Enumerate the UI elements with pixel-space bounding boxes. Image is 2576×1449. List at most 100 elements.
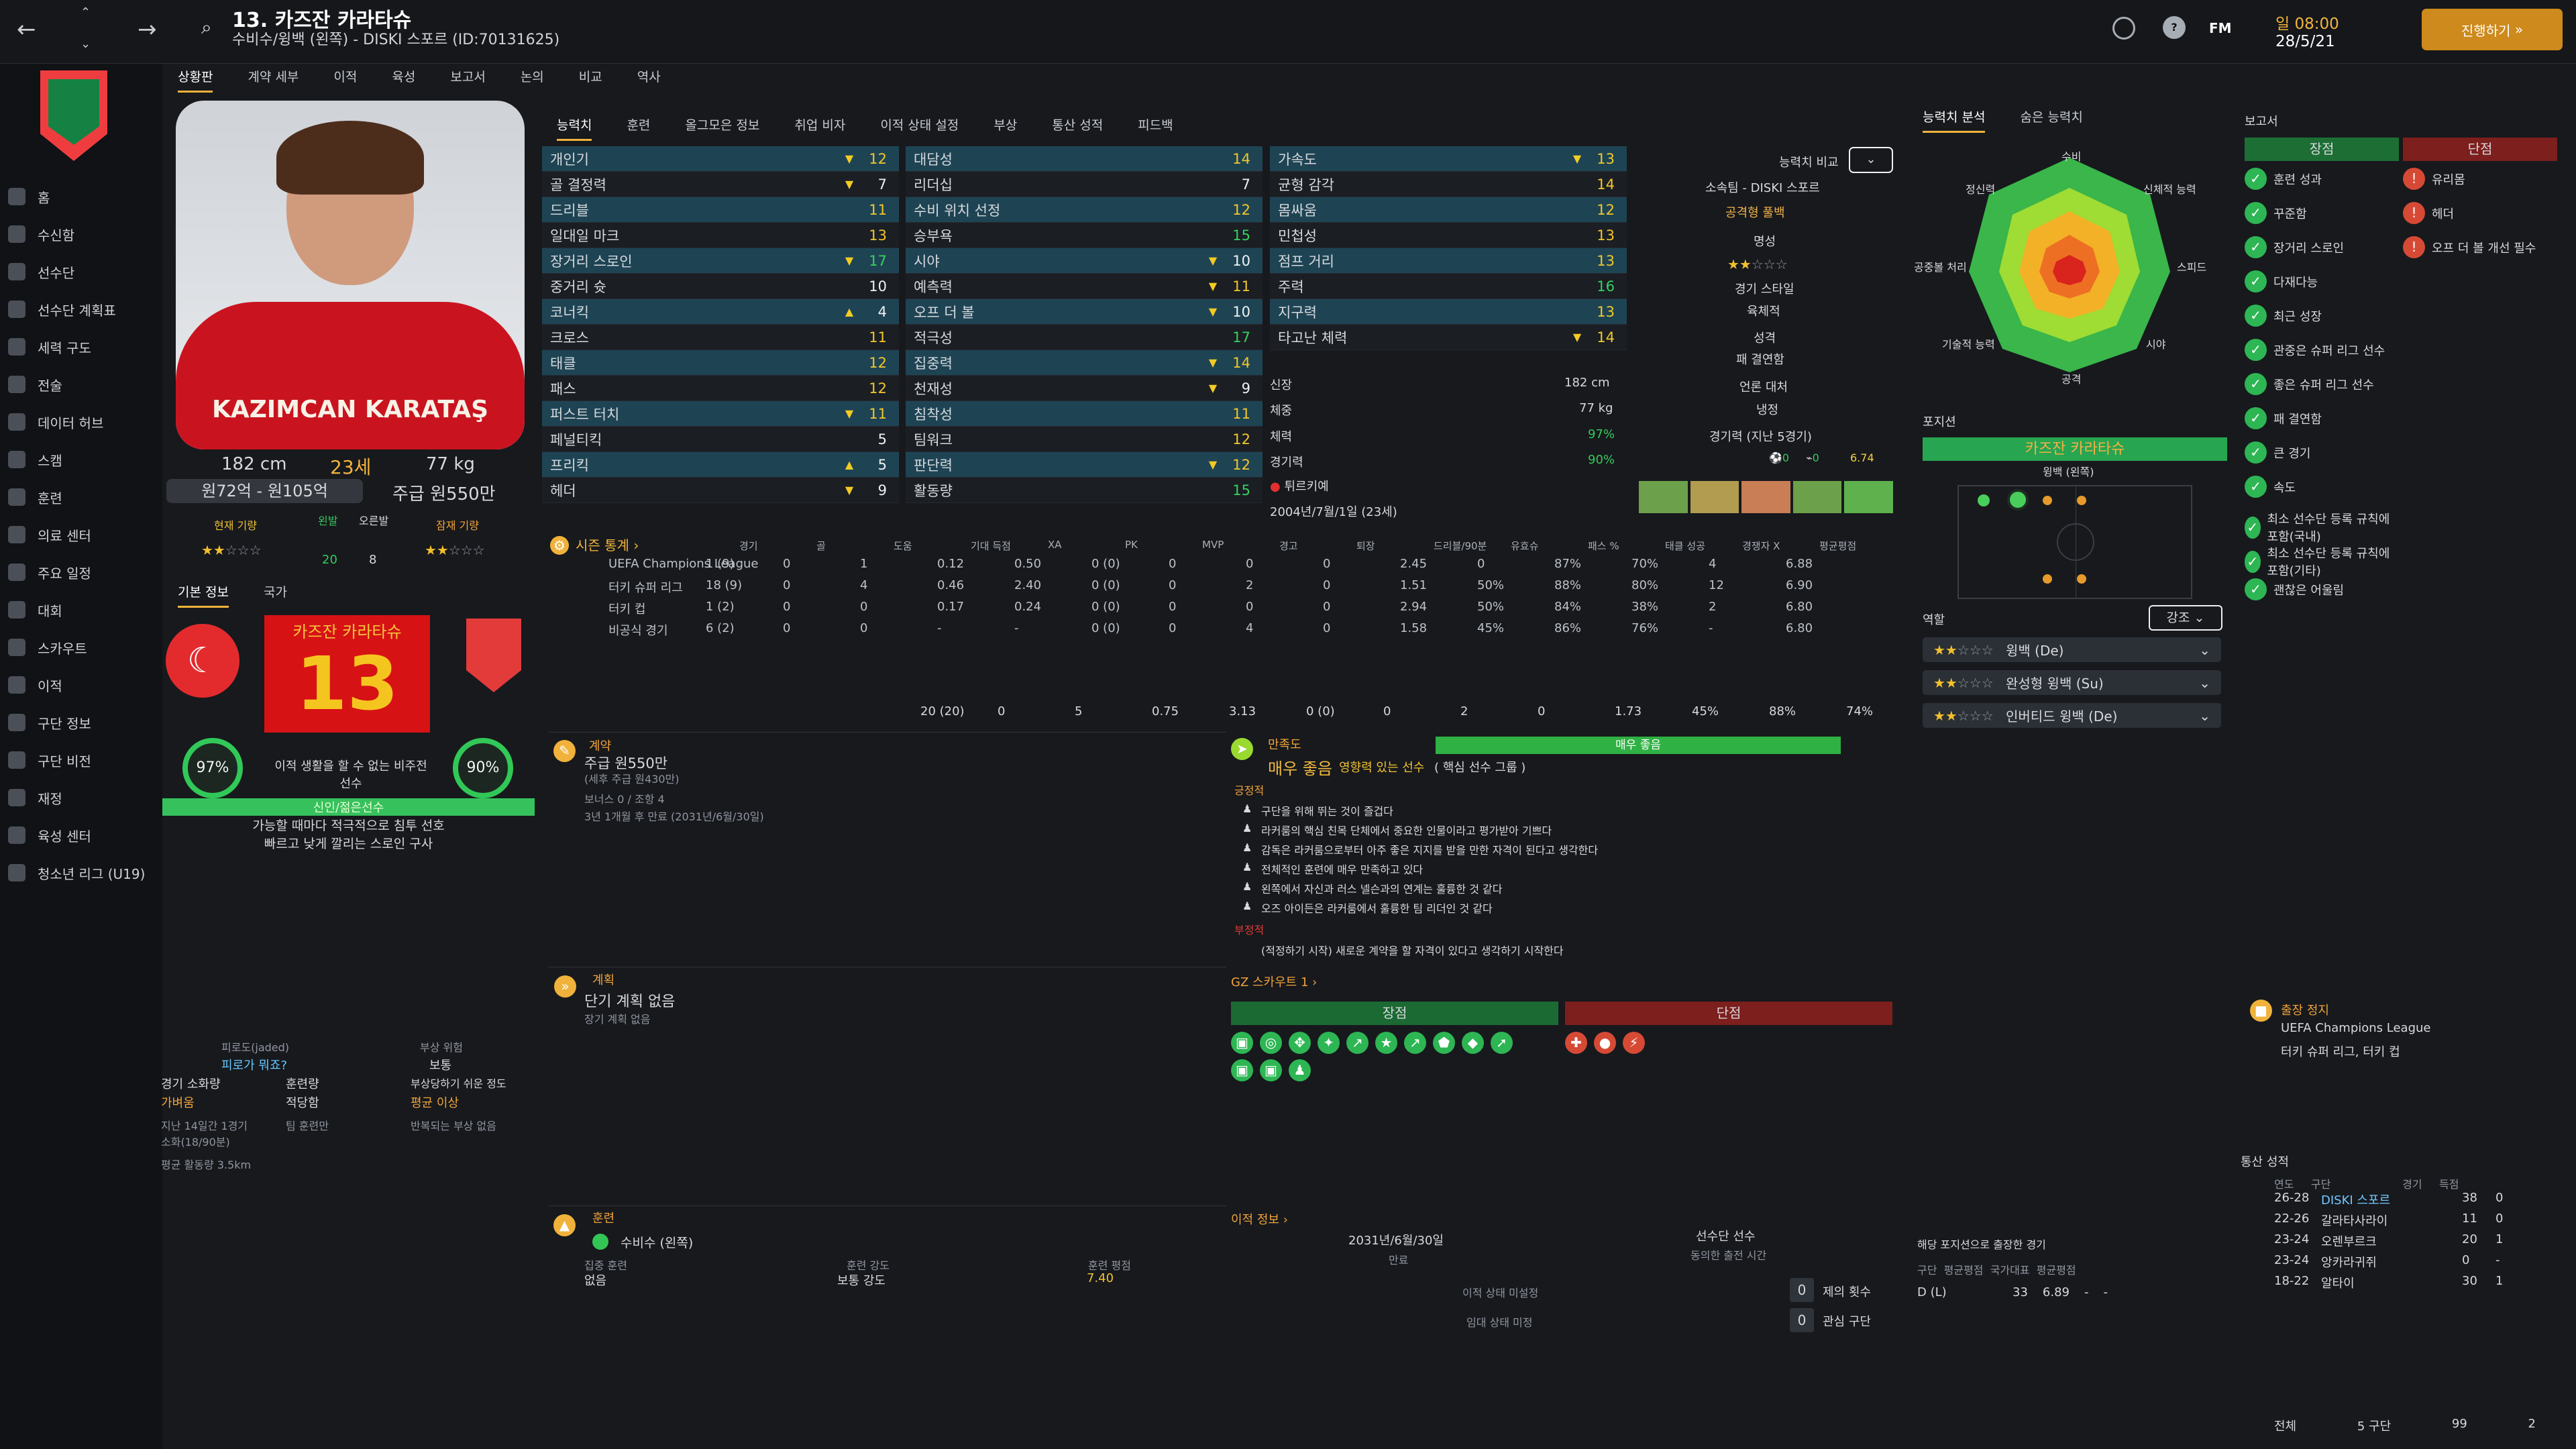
attribute-row[interactable]: 가속도 ▼ 13 [1270,146,1627,172]
tab-item[interactable]: 훈련 [627,118,651,133]
gz-scout-title[interactable]: GZ 스카우트 1 › [1231,975,1318,989]
header-icon[interactable]: ● [1594,1032,1616,1054]
registration-icon[interactable]: ▣ [1260,1059,1282,1081]
nav-item[interactable]: 이적 [8,669,62,701]
dial-icon[interactable] [2112,17,2135,40]
report-pro-item[interactable]: ✓ 장거리 스로인 [2245,236,2396,258]
attribute-row[interactable]: 태클 12 [542,350,899,376]
compare-dropdown[interactable]: ⌄ [1849,147,1893,173]
report-con-item[interactable]: ! 헤더 [2403,202,2454,224]
injury-prone-icon[interactable]: ✚ [1565,1032,1587,1054]
nav-home[interactable]: 홈 [8,180,50,213]
attribute-row[interactable]: 드리블 11 [542,197,899,223]
tab-item[interactable]: 피드백 [1138,118,1173,133]
report-pro-item[interactable]: ✓ 꾸준함 [2245,202,2396,224]
nav-item[interactable]: 대회 [8,594,62,626]
fit-icon[interactable]: ♟ [1289,1059,1311,1081]
subnav-item[interactable]: 보고서 [450,70,486,85]
tab-item[interactable]: 능력치 [557,115,592,141]
attribute-row[interactable]: 적극성 17 [906,325,1263,350]
training-result-icon[interactable]: ▣ [1231,1032,1253,1054]
role-row[interactable]: ★★☆☆☆ 완성형 윙백 (Su) ⌄ [1923,670,2221,695]
back-button[interactable]: ← [17,16,36,43]
forward-button[interactable]: → [138,16,157,43]
report-pro-item[interactable]: ✓ 최근 성장 [2245,305,2396,327]
nav-item[interactable]: 세력 구도 [8,331,91,363]
nav-item[interactable]: 선수단 [8,256,74,288]
consistency-icon[interactable]: ◎ [1260,1032,1282,1054]
tab-item[interactable]: 취업 비자 [794,118,846,133]
attribute-row[interactable]: 중거리 슛 10 [542,274,899,299]
stats-row[interactable]: UEFA Champions League 1 (9) 0 1 0.12 0.50 0 (0… [558,557,1900,579]
stats-row[interactable]: 터키 컵 1 (2) 0 0 0.17 0.24 0 (0) 0 0 0 2.94 50% 84% 38%… [558,600,1900,622]
plans-title[interactable]: 계획 [592,973,615,987]
big-game-icon[interactable]: ◆ [1462,1032,1484,1054]
report-pro-item[interactable]: ✓ 훈련 성과 [2245,168,2396,190]
attribute-row[interactable]: 일대일 마크 13 [542,223,899,248]
tab-item[interactable]: 통산 성적 [1052,118,1104,133]
attribute-row[interactable]: 코너킥 ▲ 4 [542,299,899,325]
report-pro-item[interactable]: ✓ 관중은 슈퍼 리그 선수 [2245,339,2396,361]
history-row[interactable]: 22-26 갈라타사라이 11 0 [2274,1212,2536,1229]
attribute-row[interactable]: 패스 12 [542,376,899,401]
registration-icon[interactable]: ▣ [1231,1059,1253,1081]
versatile-icon[interactable]: ✦ [1318,1032,1340,1054]
role-row[interactable]: ★★☆☆☆ 윙백 (De) ⌄ [1923,637,2221,662]
report-pro-item[interactable]: ✓ 패 결연함 [2245,407,2396,429]
attribute-row[interactable]: 천재성 ▼ 9 [906,376,1263,401]
attribute-row[interactable]: 장거리 스로인 ▼ 17 [542,248,899,274]
tab-basic[interactable]: 기본 정보 [178,582,229,608]
nav-item[interactable]: 선수단 계획표 [8,293,116,325]
training-title[interactable]: 훈련 [592,1212,615,1226]
subnav-item[interactable]: 상황판 [178,67,213,93]
attribute-row[interactable]: 균형 감각 14 [1270,172,1627,197]
attribute-row[interactable]: 몸싸움 12 [1270,197,1627,223]
attribute-row[interactable]: 승부욕 15 [906,223,1263,248]
fm-label[interactable]: FM [2209,20,2232,36]
report-con-item[interactable]: ! 유리몸 [2403,168,2465,190]
attribute-row[interactable]: 프리킥 ▲ 5 [542,452,899,478]
nav-item[interactable]: 전술 [8,368,62,400]
star-icon[interactable]: ★ [1375,1032,1397,1054]
pitch-map[interactable] [1957,485,2192,599]
stats-row[interactable]: 비공식 경기 6 (2) 0 0 - - 0 (0) 0 4 0 1.58 45% 86% 76% - 6.8… [558,621,1900,643]
nav-item[interactable]: 스카우트 [8,631,87,663]
tab-hidden[interactable]: 숨은 능력치 [2020,110,2083,125]
attribute-row[interactable]: 주력 16 [1270,274,1627,299]
attribute-row[interactable]: 침착성 11 [906,401,1263,427]
player-photo[interactable]: KAZIMCAN KARATAŞ [176,101,525,449]
subnav-item[interactable]: 계약 세부 [248,70,299,85]
report-pro-item[interactable]: ✓ 최소 선수단 등록 규칙에 포함(기타) [2245,544,2396,579]
tab-item[interactable]: 부상 [994,118,1018,133]
nav-item[interactable]: 구단 정보 [8,706,91,739]
nav-item[interactable]: 육성 센터 [8,819,91,851]
nav-item[interactable]: 수신함 [8,218,74,250]
subnav-item[interactable]: 육성 [392,70,416,85]
report-con-item[interactable]: ! 오프 더 볼 개선 필수 [2403,236,2536,258]
report-pro-item[interactable]: ✓ 속도 [2245,476,2396,498]
growth-icon[interactable]: ↗ [1346,1032,1368,1054]
tab-item[interactable]: 이적 상태 설정 [880,118,959,133]
down-button[interactable]: ⌄ [80,37,91,51]
subnav-item[interactable]: 논의 [520,70,544,85]
report-pro-item[interactable]: ✓ 다재다능 [2245,270,2396,292]
attribute-row[interactable]: 크로스 11 [542,325,899,350]
report-pro-item[interactable]: ✓ 큰 경기 [2245,441,2396,464]
history-row[interactable]: 23-24 앙카라귀쥐 0 - [2274,1253,2536,1271]
nav-item[interactable]: 의료 센터 [8,519,91,551]
history-row[interactable]: 26-28 DISKI 스포르 38 0 [2274,1191,2536,1208]
stats-row[interactable]: 터키 슈퍼 리그 18 (9) 0 4 0.46 2.40 0 (0) 0 2 0 1.51 50% 8… [558,578,1900,600]
continue-button[interactable]: 진행하기 » [2422,9,2563,50]
tab-item[interactable]: 올그모은 정보 [685,118,760,133]
attribute-row[interactable]: 팀워크 12 [906,427,1263,452]
attribute-row[interactable]: 판단력 ▼ 12 [906,452,1263,478]
role-option[interactable]: ★★☆☆☆ 윙백 (De) ⌄ ★★☆☆☆ 완성형 윙백 (Su) ⌄ ★★☆☆☆ 인버티… [1923,637,2221,728]
history-row[interactable]: 18-22 알타이 30 1 [2274,1274,2536,1291]
trend-icon[interactable]: ↗ [1404,1032,1426,1054]
speed-icon[interactable]: ➚ [1491,1032,1513,1054]
attribute-row[interactable]: 타고난 체력 ▼ 14 [1270,325,1627,350]
attribute-row[interactable]: 수비 위치 선정 12 [906,197,1263,223]
attribute-row[interactable]: 민첩성 13 [1270,223,1627,248]
tab-country[interactable]: 국가 [263,585,287,600]
report-pro-item[interactable]: ✓ 좋은 슈퍼 리그 선수 [2245,373,2396,395]
